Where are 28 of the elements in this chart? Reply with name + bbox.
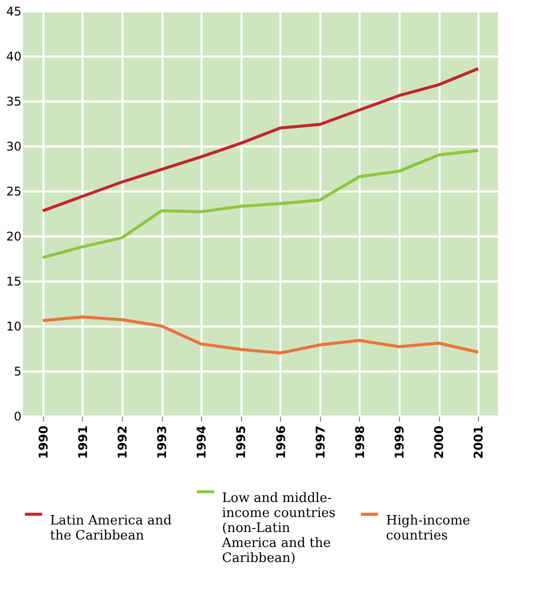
y-tick-label: 45 (6, 4, 22, 18)
x-tick-label: 2000 (432, 426, 446, 459)
x-tick-label: 1999 (392, 426, 407, 459)
line-series (41, 149, 480, 260)
y-tick-label: 15 (6, 274, 22, 288)
x-tick-label: 1997 (313, 426, 328, 459)
x-tick-label: 1994 (194, 426, 209, 459)
x-tick-label: 1993 (155, 426, 170, 459)
y-tick-label: 35 (6, 94, 22, 108)
x-tick-label: 1990 (36, 426, 50, 459)
x-tick-label: 2001 (472, 426, 486, 459)
x-tick-label: 1991 (76, 426, 90, 459)
x-tick-label: 1992 (115, 426, 130, 459)
y-tick-label: 20 (6, 230, 22, 244)
legend-label: Latin America and the Caribbean (50, 513, 172, 544)
line-series (41, 316, 480, 354)
y-tick-label: 10 (6, 320, 22, 334)
y-tick-label: 40 (6, 50, 22, 64)
y-tick-label: 5 (14, 364, 22, 378)
y-tick-label: 0 (14, 410, 22, 424)
legend-label: Low and middle-income countries (non-Latin America and the Caribbean) (221, 490, 336, 566)
x-tick-label: 1995 (234, 426, 248, 459)
x-tick-label: 1998 (352, 426, 367, 459)
y-tick-label: 30 (6, 140, 22, 154)
x-tick-label: 1996 (274, 426, 288, 459)
legend-label: High-income countries (386, 513, 471, 544)
y-tick-label: 25 (6, 184, 22, 198)
line-series (41, 67, 480, 212)
